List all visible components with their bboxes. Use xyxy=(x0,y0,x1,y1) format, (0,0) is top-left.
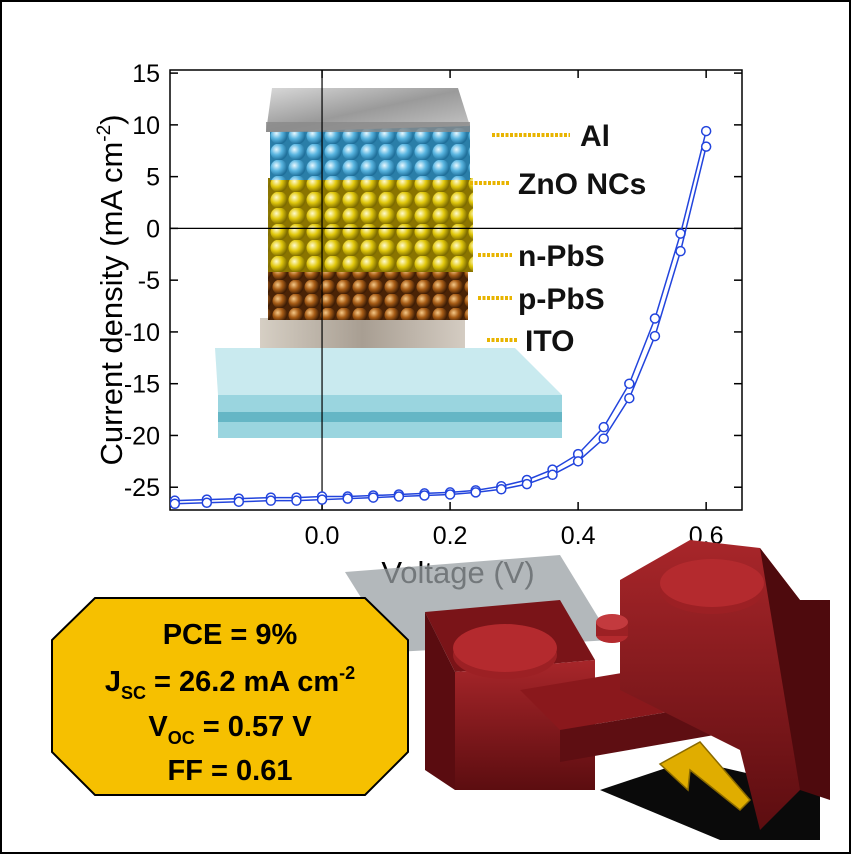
y-tick-label: -25 xyxy=(124,474,160,502)
y-tick-label: -10 xyxy=(124,319,160,347)
data-point xyxy=(522,480,531,489)
y-axis-label-main: Current density (mA cm xyxy=(94,142,129,466)
layer-label: ZnO NCs xyxy=(518,168,646,201)
data-point xyxy=(420,491,429,500)
metric-pce: PCE = 9% xyxy=(163,619,298,651)
metric-voc-sub: OC xyxy=(168,728,195,748)
page: AlZnO NCsn-PbSp-PbSITO 151050-5-10-15-20… xyxy=(0,0,851,854)
data-point xyxy=(343,494,352,503)
metric-jsc-sup: -2 xyxy=(339,663,355,683)
x-tick-label: 0.4 xyxy=(561,522,596,550)
x-tick-label: 0.0 xyxy=(305,522,340,550)
metric-jsc-value: = 26.2 mA cm xyxy=(146,666,339,698)
data-point xyxy=(625,394,634,403)
y-tick-label: 5 xyxy=(146,164,160,192)
data-point xyxy=(497,485,506,494)
data-point xyxy=(266,496,275,505)
data-point xyxy=(292,496,301,505)
data-point xyxy=(625,379,634,388)
data-point xyxy=(394,492,403,501)
metric-jsc-sub: SC xyxy=(121,683,146,703)
metric-ff: FF = 0.61 xyxy=(168,755,293,787)
layer-label: Al xyxy=(580,120,610,153)
data-point xyxy=(471,488,480,497)
layer-label: n-PbS xyxy=(518,240,605,273)
metric-voc-value: = 0.57 V xyxy=(195,711,313,743)
data-point xyxy=(702,127,711,136)
data-point xyxy=(599,423,608,432)
y-tick-label: 0 xyxy=(146,215,160,243)
figure: AlZnO NCsn-PbSp-PbSITO 151050-5-10-15-20… xyxy=(0,0,851,854)
data-point xyxy=(702,142,711,151)
y-tick-label: 10 xyxy=(132,112,160,140)
y-axis-label-sup: -2 xyxy=(94,125,115,142)
layer-label: ITO xyxy=(525,325,574,358)
data-point xyxy=(548,470,557,479)
x-tick-label: 0.2 xyxy=(433,522,468,550)
y-tick-label: 15 xyxy=(132,60,160,88)
data-point xyxy=(676,247,685,256)
data-point xyxy=(446,490,455,499)
data-point xyxy=(650,314,659,323)
data-point xyxy=(574,457,583,466)
y-tick-label: -20 xyxy=(124,422,160,450)
y-tick-label: -15 xyxy=(124,371,160,399)
metric-voc-symbol: V xyxy=(148,711,168,743)
data-point xyxy=(650,332,659,341)
data-point xyxy=(599,434,608,443)
layer-label: p-PbS xyxy=(518,283,605,316)
metric-jsc-symbol: J xyxy=(105,666,121,698)
y-axis-label: Current density (mA cm-2) xyxy=(94,114,129,465)
data-point xyxy=(369,493,378,502)
data-point xyxy=(318,495,327,504)
data-point xyxy=(170,499,179,508)
data-point xyxy=(234,497,243,506)
y-tick-label: -5 xyxy=(138,267,160,295)
y-axis-label-end: ) xyxy=(94,114,129,124)
data-point xyxy=(202,498,211,507)
